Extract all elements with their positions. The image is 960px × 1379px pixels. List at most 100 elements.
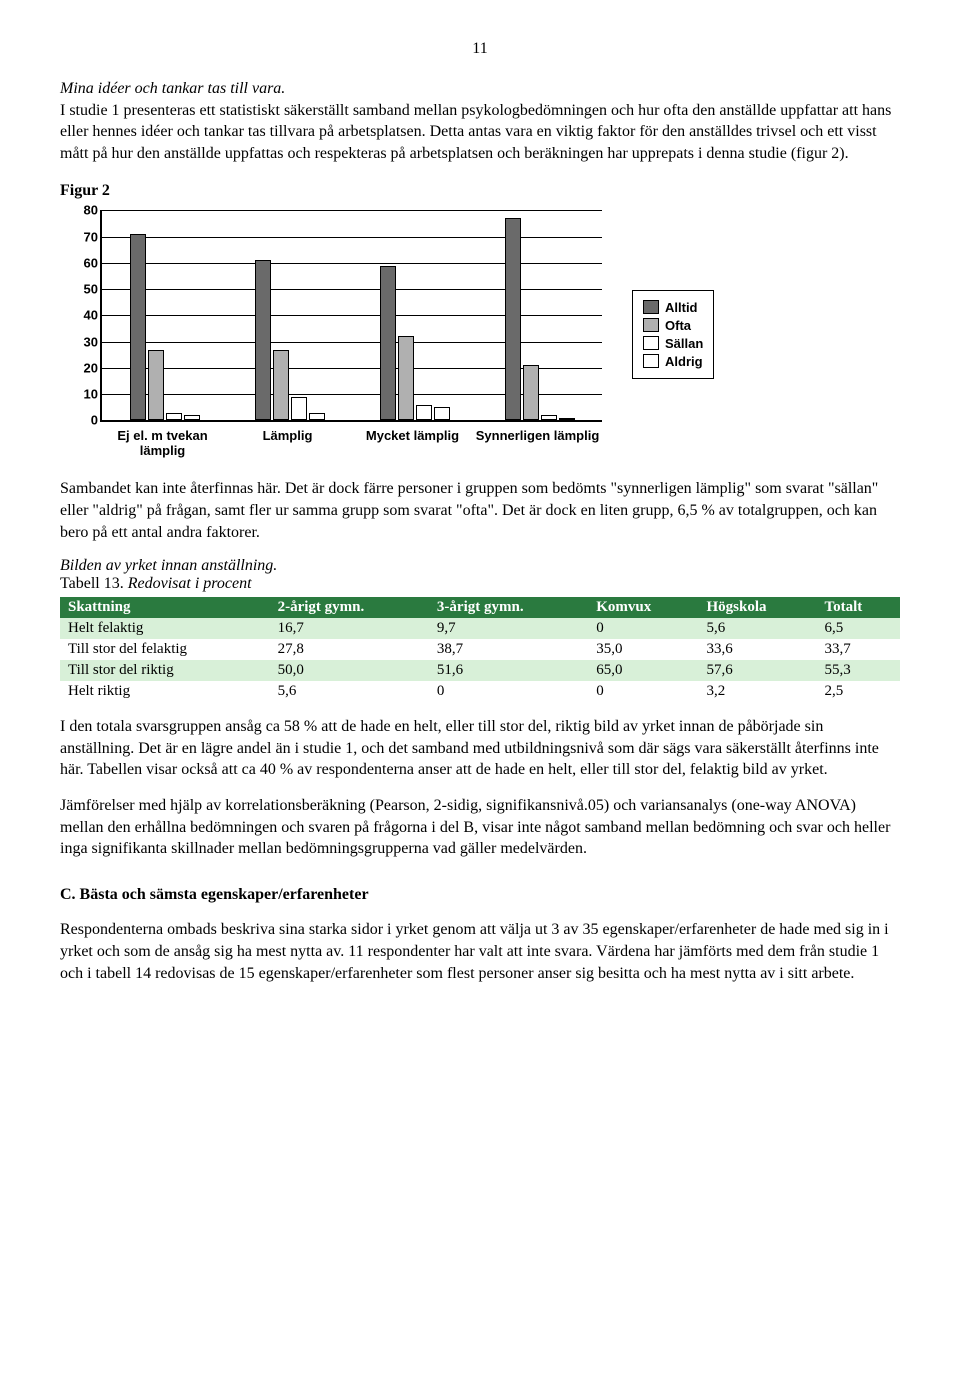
table-row: Helt felaktig16,79,705,66,5 xyxy=(60,618,900,639)
table-cell: Helt felaktig xyxy=(60,618,270,639)
table-cell: 27,8 xyxy=(270,639,429,660)
table-row: Helt riktig5,6003,22,5 xyxy=(60,681,900,702)
y-tick-label: 80 xyxy=(84,203,102,218)
x-axis-label: Synnerligen lämplig xyxy=(475,428,600,458)
table-cell: 5,6 xyxy=(698,618,816,639)
legend-swatch xyxy=(643,354,659,368)
legend-item: Sällan xyxy=(643,336,703,351)
bar-group xyxy=(477,210,602,420)
table-cell: 0 xyxy=(588,681,698,702)
paragraph-3: I den totala svarsgruppen ansåg ca 58 % … xyxy=(60,716,900,781)
table-row: Till stor del riktig50,051,665,057,655,3 xyxy=(60,660,900,681)
bar xyxy=(148,350,164,421)
table-cell: 6,5 xyxy=(816,618,900,639)
legend-swatch xyxy=(643,336,659,350)
table-header-cell: Komvux xyxy=(588,597,698,618)
bar xyxy=(380,266,396,421)
table-header-cell: 3-årigt gymn. xyxy=(429,597,588,618)
table-cell: 65,0 xyxy=(588,660,698,681)
bar-group xyxy=(227,210,352,420)
table-cell: 3,2 xyxy=(698,681,816,702)
y-tick-label: 30 xyxy=(84,334,102,349)
bar xyxy=(416,405,432,421)
table-cell: 35,0 xyxy=(588,639,698,660)
table-cell: 50,0 xyxy=(270,660,429,681)
para1-body: I studie 1 presenteras ett statistiskt s… xyxy=(60,102,891,162)
table-cell: Till stor del riktig xyxy=(60,660,270,681)
legend-swatch xyxy=(643,300,659,314)
table-header-cell: Högskola xyxy=(698,597,816,618)
table-cell: 5,6 xyxy=(270,681,429,702)
legend-label: Ofta xyxy=(665,318,691,333)
legend-item: Aldrig xyxy=(643,354,703,369)
table-row: Till stor del felaktig27,838,735,033,633… xyxy=(60,639,900,660)
table-cell: 33,6 xyxy=(698,639,816,660)
table-header-cell: Totalt xyxy=(816,597,900,618)
bar xyxy=(273,350,289,421)
x-axis-label: Mycket lämplig xyxy=(350,428,475,458)
y-tick-label: 60 xyxy=(84,255,102,270)
bars-layer xyxy=(102,210,602,420)
table-cell: Helt riktig xyxy=(60,681,270,702)
bar xyxy=(309,413,325,421)
bar xyxy=(291,397,307,421)
y-tick-label: 10 xyxy=(84,387,102,402)
table-cell: 0 xyxy=(429,681,588,702)
table-caption-prefix: Tabell 13. xyxy=(60,575,128,592)
table-cell: Till stor del felaktig xyxy=(60,639,270,660)
table-heading: Bilden av yrket innan anställning. Tabel… xyxy=(60,557,900,593)
legend-item: Alltid xyxy=(643,300,703,315)
table-cell: 57,6 xyxy=(698,660,816,681)
table-cell: 38,7 xyxy=(429,639,588,660)
y-tick-label: 50 xyxy=(84,282,102,297)
x-axis-label: Lämplig xyxy=(225,428,350,458)
table-header-row: Skattning2-årigt gymn.3-årigt gymn.Komvu… xyxy=(60,597,900,618)
data-table: Skattning2-årigt gymn.3-årigt gymn.Komvu… xyxy=(60,597,900,702)
legend-swatch xyxy=(643,318,659,332)
bar xyxy=(523,365,539,420)
para1-lead: Mina idéer och tankar tas till vara. xyxy=(60,80,285,97)
bar xyxy=(559,418,575,421)
table-cell: 0 xyxy=(588,618,698,639)
chart-legend: Alltid Ofta Sällan Aldrig xyxy=(632,290,714,379)
table-cell: 9,7 xyxy=(429,618,588,639)
bar xyxy=(130,234,146,420)
table-header-cell: Skattning xyxy=(60,597,270,618)
x-axis-label: Ej el. m tvekan lämplig xyxy=(100,428,225,458)
bar xyxy=(166,413,182,421)
y-tick-label: 40 xyxy=(84,308,102,323)
page-number: 11 xyxy=(60,40,900,58)
legend-label: Alltid xyxy=(665,300,698,315)
paragraph-4: Jämförelser med hjälp av korrelationsber… xyxy=(60,795,900,860)
bar xyxy=(434,407,450,420)
figure-label: Figur 2 xyxy=(60,182,900,200)
plot-box: 01020304050607080 xyxy=(100,210,602,422)
table-header-cell: 2-årigt gymn. xyxy=(270,597,429,618)
bar-chart: 01020304050607080 Ej el. m tvekan lämpli… xyxy=(100,210,900,458)
paragraph-1: Mina idéer och tankar tas till vara. I s… xyxy=(60,78,900,164)
legend-item: Ofta xyxy=(643,318,703,333)
bar xyxy=(255,260,271,420)
bar xyxy=(398,336,414,420)
bar-group xyxy=(102,210,227,420)
x-axis-labels: Ej el. m tvekan lämpligLämpligMycket läm… xyxy=(100,428,600,458)
table-heading-italic: Bilden av yrket innan anställning. xyxy=(60,557,277,574)
table-cell: 2,5 xyxy=(816,681,900,702)
table-caption-italic: Redovisat i procent xyxy=(128,575,252,592)
section-c-heading: C. Bästa och sämsta egenskaper/erfarenhe… xyxy=(60,884,900,906)
chart-area: 01020304050607080 Ej el. m tvekan lämpli… xyxy=(100,210,602,458)
paragraph-5: Respondenterna ombads beskriva sina star… xyxy=(60,919,900,984)
bar xyxy=(505,218,521,420)
bar xyxy=(184,415,200,420)
legend-label: Aldrig xyxy=(665,354,703,369)
y-tick-label: 20 xyxy=(84,360,102,375)
table-cell: 51,6 xyxy=(429,660,588,681)
table-cell: 55,3 xyxy=(816,660,900,681)
legend-label: Sällan xyxy=(665,336,703,351)
y-tick-label: 70 xyxy=(84,229,102,244)
paragraph-2: Sambandet kan inte återfinnas här. Det ä… xyxy=(60,478,900,543)
bar xyxy=(541,415,557,420)
y-tick-label: 0 xyxy=(91,413,102,428)
bar-group xyxy=(352,210,477,420)
table-cell: 33,7 xyxy=(816,639,900,660)
